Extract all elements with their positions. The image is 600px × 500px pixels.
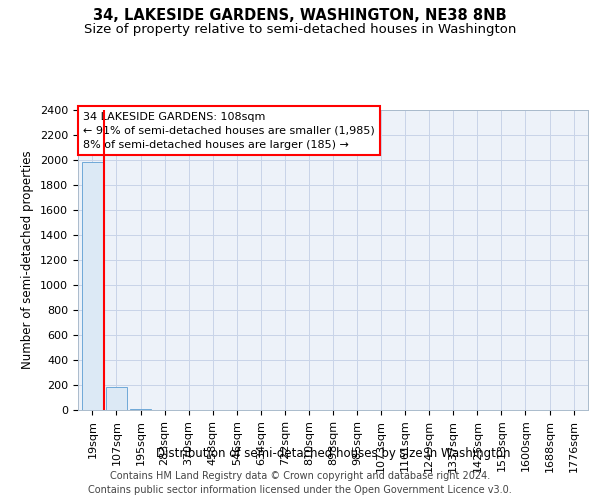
- Text: Contains HM Land Registry data © Crown copyright and database right 2024.
Contai: Contains HM Land Registry data © Crown c…: [88, 471, 512, 495]
- Bar: [130, 409, 151, 410]
- Bar: [82, 162, 103, 410]
- Text: Distribution of semi-detached houses by size in Washington: Distribution of semi-detached houses by …: [156, 448, 510, 460]
- Text: 34, LAKESIDE GARDENS, WASHINGTON, NE38 8NB: 34, LAKESIDE GARDENS, WASHINGTON, NE38 8…: [93, 8, 507, 22]
- Text: Size of property relative to semi-detached houses in Washington: Size of property relative to semi-detach…: [84, 22, 516, 36]
- Y-axis label: Number of semi-detached properties: Number of semi-detached properties: [22, 150, 34, 370]
- Bar: [106, 387, 127, 410]
- Text: 34 LAKESIDE GARDENS: 108sqm
← 91% of semi-detached houses are smaller (1,985)
8%: 34 LAKESIDE GARDENS: 108sqm ← 91% of sem…: [83, 112, 375, 150]
